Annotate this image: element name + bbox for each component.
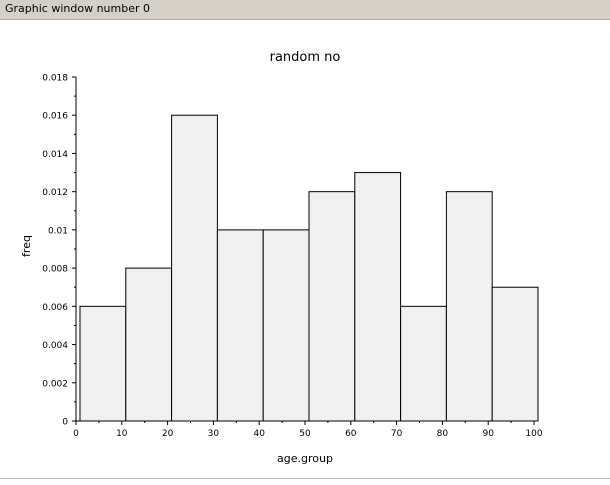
y-tick-label: 0.006: [42, 303, 68, 313]
window-title: Graphic window number 0: [5, 2, 150, 15]
histogram-bar: [171, 114, 218, 422]
y-tick-label: 0: [62, 418, 68, 428]
histogram-bar: [79, 305, 127, 422]
x-tick-label: 70: [391, 429, 403, 439]
y-tick-label: 0.018: [42, 74, 68, 84]
histogram-bar: [125, 267, 173, 422]
x-tick-label: 80: [437, 429, 449, 439]
histogram-bar: [445, 191, 493, 422]
histogram-chart: random no freq age.group 0 0.002 0.004 0.00…: [20, 50, 543, 465]
y-tick-label: 0.004: [42, 341, 68, 351]
y-tick-label: 0.008: [42, 265, 68, 275]
histogram-bar: [400, 305, 447, 422]
x-tick-label: 10: [116, 429, 128, 439]
histogram-bar: [491, 286, 539, 422]
histogram-bar: [262, 229, 310, 422]
x-tick-label: 60: [345, 429, 357, 439]
x-tick-label: 90: [482, 429, 494, 439]
y-tick-label: 0.01: [48, 226, 68, 236]
x-tick-label: 20: [162, 429, 174, 439]
x-tick-label: 0: [73, 429, 79, 439]
histogram-bar: [354, 172, 402, 422]
histogram-bar: [216, 229, 264, 422]
y-axis-label: freq: [20, 235, 33, 257]
status-bar: [0, 478, 610, 485]
graphic-canvas[interactable]: random no freq age.group 0 0.002 0.004 0.00…: [0, 20, 610, 478]
x-tick-label: 30: [208, 429, 220, 439]
axes-group: 0 0.002 0.004 0.006 0.008 0.01 0.012 0.014 0.016…: [42, 74, 543, 440]
histogram-bar: [308, 191, 356, 422]
x-tick-label: 100: [525, 429, 542, 439]
chart-title: random no: [270, 50, 341, 65]
x-axis-label: age.group: [277, 452, 333, 465]
x-tick-label: 40: [253, 429, 265, 439]
y-tick-label: 0.012: [42, 188, 68, 198]
bars-group: [79, 114, 539, 422]
y-tick-label: 0.014: [42, 150, 68, 160]
window-titlebar[interactable]: Graphic window number 0: [0, 0, 610, 20]
y-tick-label: 0.002: [42, 379, 68, 389]
y-tick-label: 0.016: [42, 112, 68, 122]
x-tick-label: 50: [299, 429, 311, 439]
